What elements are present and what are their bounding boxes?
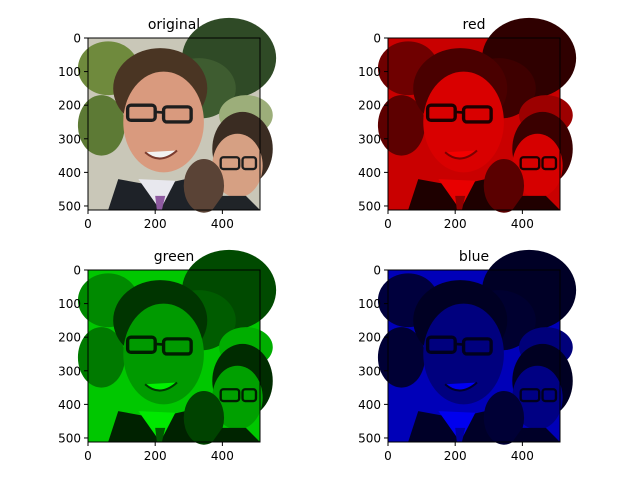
y-tick-label: 500 <box>358 431 381 445</box>
y-tick-label: 400 <box>358 398 381 412</box>
x-tick-label: 0 <box>384 449 392 463</box>
x-tick-label: 400 <box>211 217 234 231</box>
y-tick-label: 200 <box>358 331 381 345</box>
y-tick-label: 200 <box>58 331 81 345</box>
y-tick-label: 300 <box>358 132 381 146</box>
y-tick-label: 400 <box>58 398 81 412</box>
panel-image <box>76 248 278 447</box>
y-tick-label: 500 <box>358 199 381 213</box>
x-tick-label: 0 <box>84 449 92 463</box>
x-tick-label: 200 <box>144 217 167 231</box>
y-tick-label: 500 <box>58 199 81 213</box>
y-tick-label: 0 <box>73 264 81 278</box>
x-tick-label: 400 <box>511 449 534 463</box>
x-tick-label: 0 <box>84 217 92 231</box>
y-tick-label: 100 <box>58 297 81 311</box>
y-tick-label: 500 <box>58 431 81 445</box>
x-tick-label: 400 <box>211 449 234 463</box>
panel-image <box>76 16 278 215</box>
panel-title: red <box>463 17 486 33</box>
axes-frame <box>87 269 261 443</box>
y-tick-label: 0 <box>373 264 381 278</box>
y-tick-label: 0 <box>373 32 381 46</box>
x-tick-label: 400 <box>511 217 534 231</box>
axes-frame <box>387 269 561 443</box>
y-tick-label: 300 <box>58 364 81 378</box>
y-tick-label: 300 <box>358 364 381 378</box>
x-tick-label: 200 <box>144 449 167 463</box>
y-tick-label: 300 <box>58 132 81 146</box>
axes-frame <box>87 37 261 211</box>
panel-title: blue <box>459 249 489 265</box>
panel-title: original <box>148 17 200 33</box>
y-tick-label: 100 <box>358 65 381 79</box>
y-tick-label: 400 <box>358 166 381 180</box>
x-tick-label: 200 <box>444 217 467 231</box>
y-tick-label: 400 <box>58 166 81 180</box>
y-tick-label: 200 <box>358 99 381 113</box>
y-tick-label: 100 <box>58 65 81 79</box>
panel-image <box>376 16 578 215</box>
panel-title: green <box>154 249 194 265</box>
y-tick-label: 100 <box>358 297 381 311</box>
x-tick-label: 0 <box>384 217 392 231</box>
axes-frame <box>387 37 561 211</box>
y-tick-label: 0 <box>73 32 81 46</box>
x-tick-label: 200 <box>444 449 467 463</box>
y-tick-label: 200 <box>58 99 81 113</box>
panel-image <box>376 248 578 447</box>
